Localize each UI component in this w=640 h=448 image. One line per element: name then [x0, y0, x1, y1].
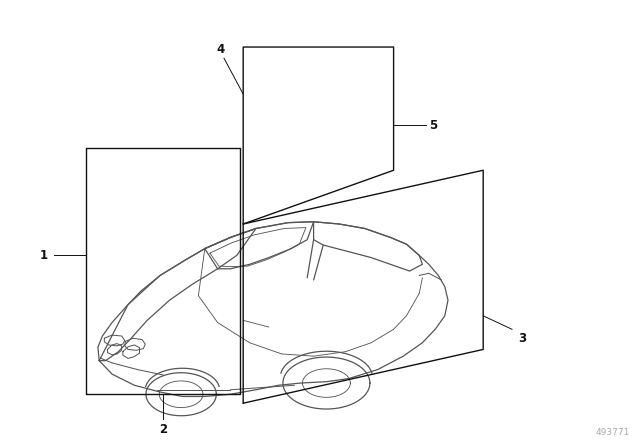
- Text: 493771: 493771: [596, 428, 630, 437]
- Text: 4: 4: [217, 43, 225, 56]
- Text: 2: 2: [159, 423, 167, 436]
- Text: 1: 1: [40, 249, 48, 262]
- Text: 3: 3: [518, 332, 527, 345]
- Text: 5: 5: [429, 119, 437, 132]
